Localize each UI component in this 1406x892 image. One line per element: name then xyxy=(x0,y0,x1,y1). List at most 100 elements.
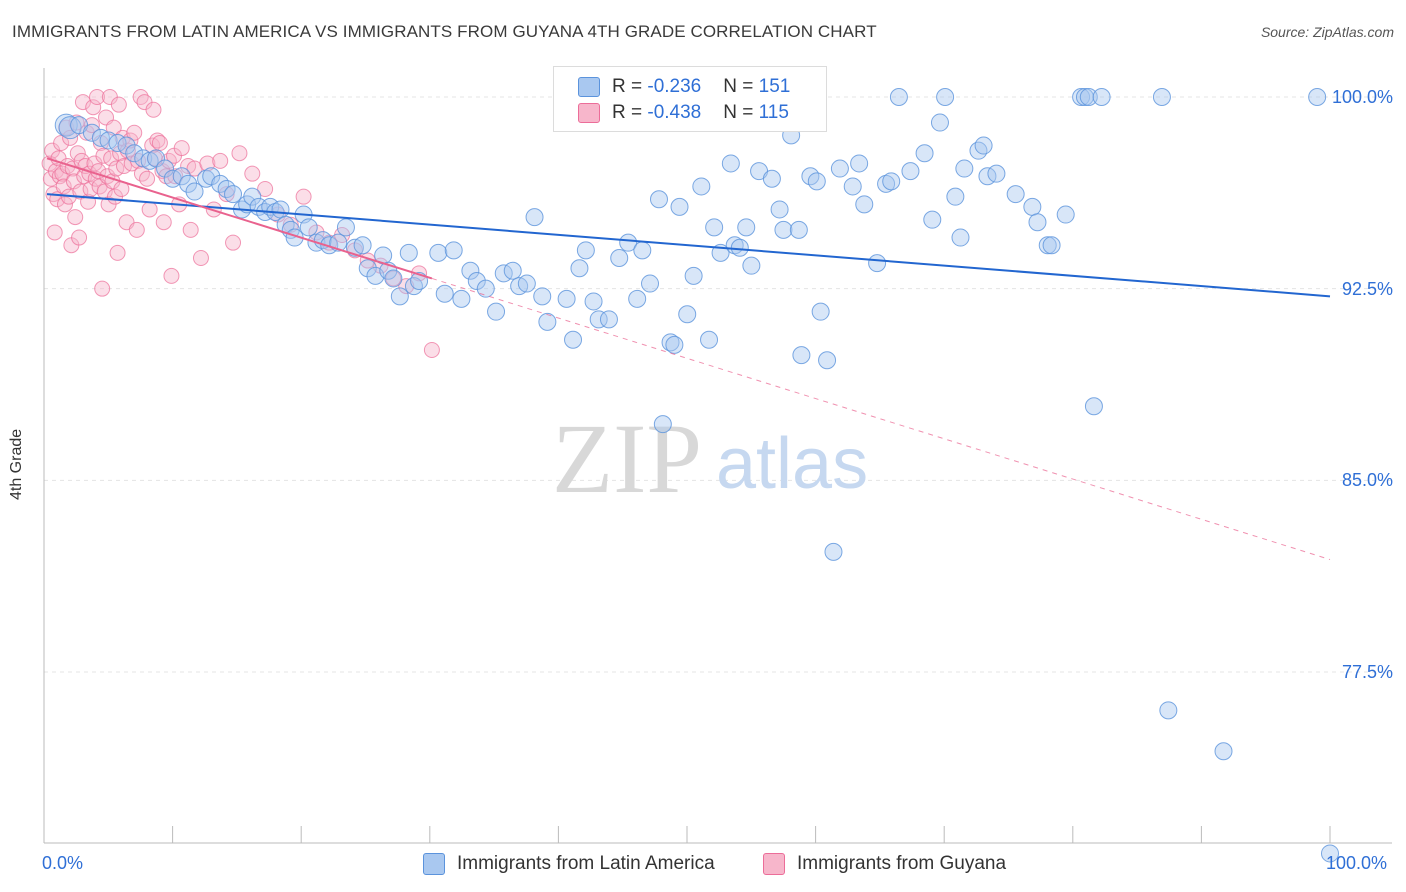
blue-data-point xyxy=(1042,236,1061,255)
bottom-legend-label-pink: Immigrants from Guyana xyxy=(797,853,1007,874)
pink-data-point xyxy=(62,129,79,146)
pink-trend-extension xyxy=(431,277,1331,561)
blue-data-point xyxy=(811,302,830,321)
blue-data-point xyxy=(503,261,522,280)
blue-data-point xyxy=(202,167,221,186)
blue-data-point xyxy=(1321,844,1339,863)
blue-data-point xyxy=(901,162,920,181)
pink-data-point xyxy=(71,229,88,246)
blue-data-point xyxy=(117,136,136,155)
blue-data-point xyxy=(830,159,849,178)
blue-data-point xyxy=(1214,742,1233,761)
blue-data-point xyxy=(882,172,901,191)
blue-data-point xyxy=(619,233,638,252)
pink-data-point xyxy=(231,145,248,162)
blue-data-point xyxy=(737,218,756,237)
pink-data-point xyxy=(180,158,197,174)
blue-data-point xyxy=(185,182,204,201)
blue-data-point xyxy=(599,310,618,329)
blue-data-point xyxy=(271,200,290,219)
pink-data-point xyxy=(155,214,172,231)
axes xyxy=(43,68,1392,844)
blue-data-point xyxy=(705,218,724,237)
y-tick-label: 92.5% xyxy=(1341,278,1393,299)
blue-data-point xyxy=(557,289,576,308)
blue-data-point xyxy=(570,259,589,278)
pink-data-point xyxy=(295,188,312,205)
pink-series-points xyxy=(41,89,440,358)
blue-data-point xyxy=(1056,205,1075,224)
bottom-legend-swatch-blue xyxy=(423,853,445,875)
blue-data-point xyxy=(517,274,536,293)
pink-data-point xyxy=(244,165,261,182)
pink-data-point xyxy=(218,186,235,203)
pink-data-point xyxy=(151,135,168,151)
blue-data-point xyxy=(974,136,993,155)
blue-data-point xyxy=(467,272,486,290)
blue-series-points xyxy=(54,88,1339,863)
pink-data-point xyxy=(54,165,71,182)
pink-data-point xyxy=(53,135,70,151)
blue-data-point xyxy=(1079,88,1098,106)
blue-data-point xyxy=(538,312,557,331)
blue-data-point xyxy=(353,236,372,255)
blue-data-point xyxy=(487,302,506,321)
blue-data-point xyxy=(628,289,647,308)
stats-legend: R = -0.236 N = 151 R = -0.438 N = 115 xyxy=(553,66,827,132)
gridlines xyxy=(44,96,1392,673)
legend-row-blue: R = -0.236 N = 151 xyxy=(578,75,790,99)
pink-data-point xyxy=(423,342,440,358)
pink-data-point xyxy=(110,96,127,113)
blue-data-point xyxy=(444,241,463,260)
pink-trend-line xyxy=(46,157,433,280)
blue-data-point xyxy=(156,159,175,178)
watermark-zip: ZIP xyxy=(552,403,702,514)
y-tick-label: 100.0% xyxy=(1331,87,1393,107)
pink-data-point xyxy=(225,234,242,251)
blue-data-point xyxy=(435,284,454,303)
blue-data-point xyxy=(172,167,191,186)
legend-n-label: N = xyxy=(723,102,759,123)
y-tick-label: 77.5% xyxy=(1341,662,1393,682)
y-axis-label: 4th Grade xyxy=(8,428,25,500)
blue-data-point xyxy=(390,287,409,306)
blue-data-point xyxy=(855,195,874,214)
blue-data-point xyxy=(824,542,843,561)
blue-data-point xyxy=(461,261,480,280)
pink-data-point xyxy=(65,173,82,190)
pink-data-point xyxy=(212,152,229,169)
blue-data-point xyxy=(807,172,826,191)
blue-data-point xyxy=(1092,88,1111,106)
legend-r-label: R = xyxy=(612,102,648,123)
blue-data-point xyxy=(1023,197,1042,216)
blue-data-point xyxy=(789,220,808,239)
blue-data-point xyxy=(429,243,448,262)
blue-data-point xyxy=(125,144,144,163)
pink-data-point xyxy=(103,150,120,167)
blue-data-point xyxy=(358,259,377,278)
blue-data-point xyxy=(843,177,862,196)
blue-data-point xyxy=(610,249,629,267)
blue-data-point xyxy=(877,174,896,193)
blue-data-point xyxy=(224,185,243,204)
source-label: Source: ZipAtlas.com xyxy=(1260,24,1394,40)
x-tick-label-right: 100.0% xyxy=(1326,853,1388,873)
blue-data-point xyxy=(889,88,908,106)
blue-data-point xyxy=(915,144,934,163)
blue-data-point xyxy=(1028,213,1047,232)
blue-data-point xyxy=(700,330,719,349)
pink-data-point xyxy=(141,201,158,218)
chart-title: IMMIGRANTS FROM LATIN AMERICA VS IMMIGRA… xyxy=(12,22,877,41)
blue-data-point xyxy=(1159,701,1178,720)
pink-data-point xyxy=(182,221,199,238)
blue-data-point xyxy=(951,228,970,247)
legend-swatch-pink xyxy=(578,103,600,123)
pink-data-point xyxy=(139,170,156,187)
blue-data-point xyxy=(987,164,1006,183)
pink-data-point xyxy=(128,221,145,238)
blue-data-point xyxy=(197,169,216,188)
pink-data-point xyxy=(123,155,140,172)
blue-data-point xyxy=(404,277,423,296)
pink-data-point xyxy=(163,267,180,284)
